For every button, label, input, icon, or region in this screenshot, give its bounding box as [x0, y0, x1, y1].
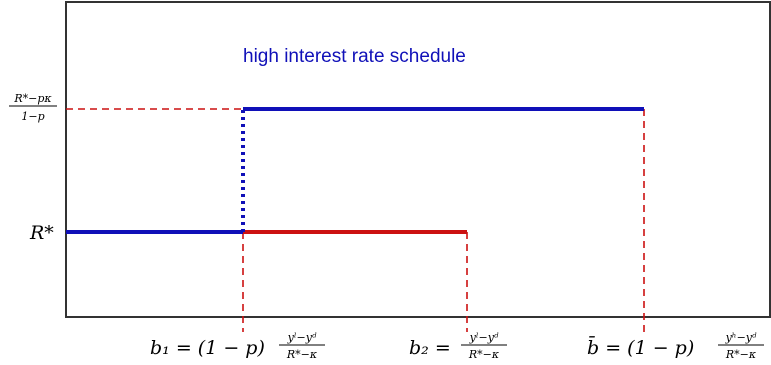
- diagram-title: high interest rate schedule: [243, 46, 466, 67]
- x-label-b1-denominator: R*−κ: [286, 348, 318, 361]
- y-label-high-denominator: 1−p: [21, 110, 44, 123]
- x-label-b2-numerator: yˡ−yᵈ: [469, 331, 499, 344]
- x-label-b2: b₂ = yˡ−yᵈ R*−κ: [409, 331, 507, 361]
- x-label-b1-numerator: yˡ−yᵈ: [287, 331, 317, 344]
- y-label-high-numerator: R*−pκ: [13, 92, 52, 105]
- plot-frame: [65, 1, 771, 318]
- y-label-high: R*−pκ 1−p: [9, 92, 57, 123]
- x-label-bbar: b̄ = (1 − p) yʰ−yᵈ R*−κ: [587, 331, 764, 361]
- x-label-b2-denominator: R*−κ: [468, 348, 500, 361]
- x-label-bbar-lhs: b̄ = (1 − p): [587, 335, 694, 359]
- x-label-b1-lhs: b₁ = (1 − p): [150, 337, 265, 359]
- x-label-b2-lhs: b₂ =: [409, 337, 451, 359]
- x-label-b1: b₁ = (1 − p) yˡ−yᵈ R*−κ: [150, 331, 325, 361]
- x-label-bbar-numerator: yʰ−yᵈ: [725, 331, 757, 344]
- x-label-bbar-denominator: R*−κ: [725, 348, 757, 361]
- y-label-low: R*: [29, 222, 54, 244]
